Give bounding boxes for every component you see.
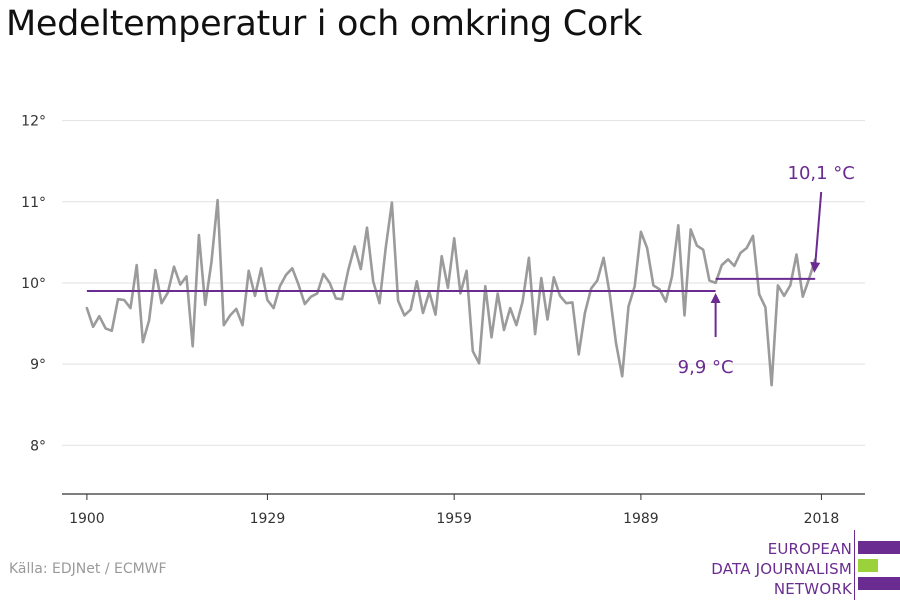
logo-bar-middle: [858, 559, 878, 572]
edjnet-logo: EUROPEAN DATA JOURNALISM NETWORK: [690, 530, 900, 600]
y-axis-ticks: 8° 9° 10° 11° 12°: [21, 114, 46, 455]
annotation-label: 10,1 °C: [788, 163, 855, 184]
annotation-arrow-shaft: [814, 191, 823, 265]
x-tick-label: 1929: [250, 511, 286, 527]
logo-line-3: NETWORK: [773, 580, 852, 598]
annotation-label: 9,9 °C: [678, 357, 734, 378]
chart-title: Medeltemperatur i och omkring Cork: [6, 4, 643, 44]
logo-divider: [854, 530, 855, 600]
y-tick-label: 9°: [30, 357, 46, 373]
x-axis: 1900 1929 1959 1989 2018: [62, 493, 865, 527]
y-tick-label: 11°: [21, 195, 46, 211]
x-tick-label: 2018: [804, 511, 840, 527]
logo-bar-top: [858, 541, 900, 554]
x-tick-label: 1900: [69, 511, 105, 527]
reference-lines: [86, 277, 816, 293]
logo-text: EUROPEAN DATA JOURNALISM NETWORK: [711, 539, 852, 599]
annotation-arrow-head: [710, 293, 721, 304]
annotation-arrow-head: [810, 261, 821, 273]
y-tick-label: 12°: [21, 114, 46, 130]
y-tick-label: 10°: [21, 276, 46, 292]
series-line: [85, 198, 817, 387]
x-tick-label: 1959: [436, 511, 472, 527]
series-group: [85, 198, 817, 387]
x-tick-label: 1989: [623, 511, 659, 527]
logo-line-1: EUROPEAN: [767, 540, 852, 558]
logo-line-2: DATA JOURNALISM: [711, 560, 852, 578]
logo-bar-bottom: [858, 577, 900, 590]
y-tick-label: 8°: [30, 438, 46, 454]
source-note: Källa: EDJNet / ECMWF: [9, 561, 167, 577]
annotations: 9,9 °C 10,1 °C: [678, 163, 855, 378]
